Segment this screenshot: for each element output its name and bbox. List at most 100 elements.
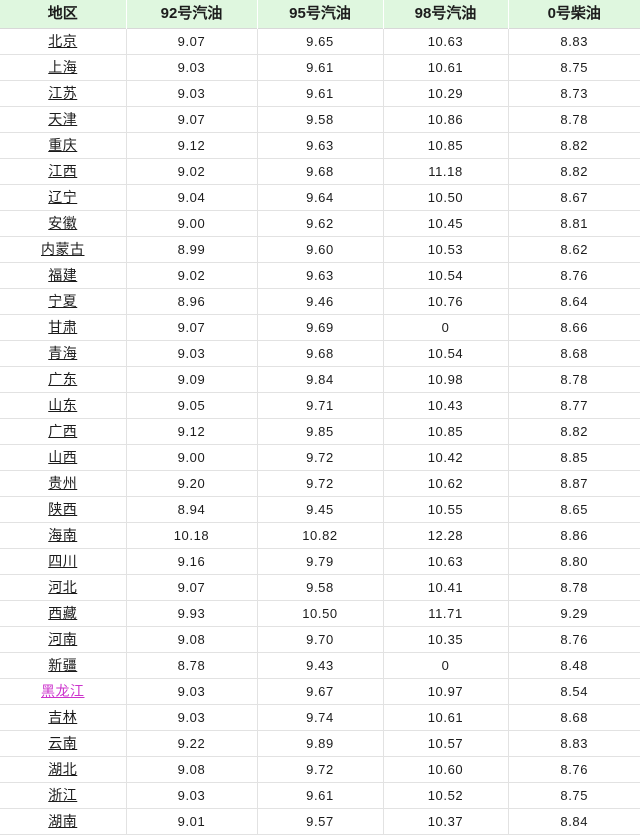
table-row: 河南 9.08 9.70 10.35 8.76: [0, 626, 640, 653]
region-cell: 青海: [0, 340, 127, 367]
region-link[interactable]: 西藏: [48, 605, 78, 621]
region-link[interactable]: 云南: [48, 735, 78, 751]
region-link[interactable]: 海南: [48, 527, 78, 543]
price-diesel-0: 8.65: [508, 496, 640, 523]
region-link[interactable]: 山西: [48, 449, 78, 465]
region-link[interactable]: 安徽: [48, 215, 78, 231]
region-link[interactable]: 河南: [48, 631, 78, 647]
region-link[interactable]: 重庆: [48, 137, 78, 153]
region-link[interactable]: 甘肃: [48, 319, 78, 335]
region-cell: 西藏: [0, 600, 127, 627]
region-link[interactable]: 内蒙古: [41, 241, 85, 257]
price-gasoline-95: 9.72: [257, 470, 384, 497]
price-gasoline-92: 9.12: [126, 132, 258, 159]
price-gasoline-98: 10.29: [383, 80, 509, 107]
price-gasoline-98: 12.28: [383, 522, 509, 549]
price-gasoline-98: 10.85: [383, 132, 509, 159]
price-gasoline-92: 9.03: [126, 80, 258, 107]
region-cell: 山东: [0, 392, 127, 419]
region-link[interactable]: 青海: [48, 345, 78, 361]
price-gasoline-92: 9.09: [126, 366, 258, 393]
price-gasoline-95: 9.61: [257, 54, 384, 81]
table-row: 重庆 9.12 9.63 10.85 8.82: [0, 132, 640, 159]
region-cell: 贵州: [0, 470, 127, 497]
region-link[interactable]: 湖北: [48, 761, 78, 777]
region-link[interactable]: 上海: [48, 59, 78, 75]
table-row: 贵州 9.20 9.72 10.62 8.87: [0, 470, 640, 497]
region-link[interactable]: 广西: [48, 423, 78, 439]
price-gasoline-98: 10.60: [383, 756, 509, 783]
price-gasoline-92: 9.03: [126, 54, 258, 81]
region-cell: 湖南: [0, 808, 127, 835]
price-gasoline-98: 10.42: [383, 444, 509, 471]
price-gasoline-98: 10.61: [383, 704, 509, 731]
price-gasoline-92: 9.07: [126, 574, 258, 601]
price-gasoline-95: 9.71: [257, 392, 384, 419]
region-link[interactable]: 辽宁: [48, 189, 78, 205]
region-link[interactable]: 河北: [48, 579, 78, 595]
region-cell: 内蒙古: [0, 236, 127, 263]
table-row: 湖南 9.01 9.57 10.37 8.84: [0, 808, 640, 835]
region-cell: 浙江: [0, 782, 127, 809]
price-gasoline-95: 9.61: [257, 80, 384, 107]
region-link[interactable]: 北京: [48, 33, 78, 49]
region-link[interactable]: 宁夏: [48, 293, 78, 309]
column-header-gasoline-95: 95号汽油: [257, 0, 384, 29]
price-gasoline-98: 10.43: [383, 392, 509, 419]
table-row: 陕西 8.94 9.45 10.55 8.65: [0, 496, 640, 523]
region-cell: 天津: [0, 106, 127, 133]
table-row: 安徽 9.00 9.62 10.45 8.81: [0, 210, 640, 237]
region-link[interactable]: 天津: [48, 111, 78, 127]
price-diesel-0: 8.83: [508, 730, 640, 757]
region-cell: 重庆: [0, 132, 127, 159]
price-gasoline-95: 9.65: [257, 28, 384, 55]
region-link[interactable]: 陕西: [48, 501, 78, 517]
region-link[interactable]: 江苏: [48, 85, 78, 101]
price-gasoline-92: 9.04: [126, 184, 258, 211]
price-gasoline-98: 10.54: [383, 262, 509, 289]
price-diesel-0: 8.68: [508, 704, 640, 731]
price-gasoline-92: 9.03: [126, 704, 258, 731]
column-header-region: 地区: [0, 0, 127, 29]
table-row: 福建 9.02 9.63 10.54 8.76: [0, 262, 640, 289]
price-gasoline-98: 10.97: [383, 678, 509, 705]
price-gasoline-95: 9.57: [257, 808, 384, 835]
region-cell: 黑龙江: [0, 678, 127, 705]
price-gasoline-92: 9.00: [126, 444, 258, 471]
region-cell: 北京: [0, 28, 127, 55]
price-diesel-0: 8.83: [508, 28, 640, 55]
price-gasoline-95: 9.62: [257, 210, 384, 237]
region-link[interactable]: 江西: [48, 163, 78, 179]
region-link[interactable]: 浙江: [48, 787, 78, 803]
region-cell: 宁夏: [0, 288, 127, 315]
region-link[interactable]: 湖南: [48, 813, 78, 829]
table-row: 吉林 9.03 9.74 10.61 8.68: [0, 704, 640, 731]
price-gasoline-95: 9.74: [257, 704, 384, 731]
region-link[interactable]: 黑龙江: [41, 683, 85, 699]
price-gasoline-95: 9.89: [257, 730, 384, 757]
price-diesel-0: 8.78: [508, 366, 640, 393]
region-link[interactable]: 四川: [48, 553, 78, 569]
price-diesel-0: 8.75: [508, 782, 640, 809]
table-row: 新疆 8.78 9.43 0 8.48: [0, 652, 640, 679]
price-gasoline-98: 10.85: [383, 418, 509, 445]
table-row: 海南 10.18 10.82 12.28 8.86: [0, 522, 640, 549]
price-gasoline-92: 9.22: [126, 730, 258, 757]
region-link[interactable]: 福建: [48, 267, 78, 283]
price-diesel-0: 8.54: [508, 678, 640, 705]
region-link[interactable]: 新疆: [48, 657, 78, 673]
table-row: 河北 9.07 9.58 10.41 8.78: [0, 574, 640, 601]
price-gasoline-98: 11.18: [383, 158, 509, 185]
region-link[interactable]: 广东: [48, 371, 78, 387]
region-cell: 辽宁: [0, 184, 127, 211]
table-row: 山西 9.00 9.72 10.42 8.85: [0, 444, 640, 471]
price-gasoline-95: 9.70: [257, 626, 384, 653]
price-gasoline-95: 9.85: [257, 418, 384, 445]
region-cell: 湖北: [0, 756, 127, 783]
region-link[interactable]: 山东: [48, 397, 78, 413]
region-link[interactable]: 贵州: [48, 475, 78, 491]
region-link[interactable]: 吉林: [48, 709, 78, 725]
price-gasoline-92: 9.02: [126, 262, 258, 289]
price-gasoline-98: 10.63: [383, 548, 509, 575]
region-cell: 江苏: [0, 80, 127, 107]
